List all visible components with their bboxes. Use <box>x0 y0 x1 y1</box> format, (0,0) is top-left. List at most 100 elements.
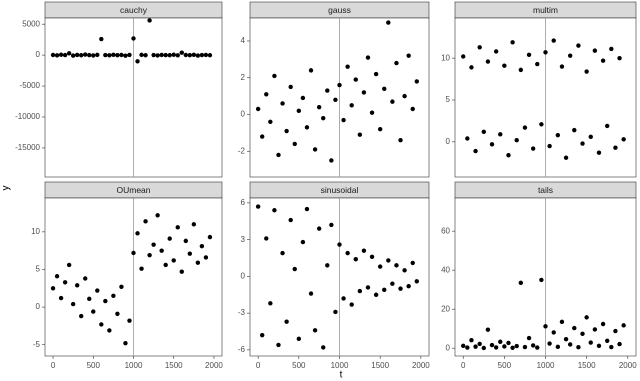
strip-title: cauchy <box>120 5 148 15</box>
point <box>83 52 88 57</box>
point <box>600 58 606 63</box>
y-tick-label: 5 <box>446 95 451 104</box>
point <box>255 204 261 209</box>
point <box>333 309 338 315</box>
point <box>609 344 614 350</box>
point <box>62 52 68 58</box>
point <box>584 315 589 320</box>
point <box>107 53 112 58</box>
point <box>493 49 499 54</box>
point <box>143 219 148 224</box>
point <box>58 295 64 301</box>
point <box>62 280 68 285</box>
strip-title: tails <box>538 185 553 195</box>
point <box>187 52 193 58</box>
point <box>66 51 72 56</box>
point <box>147 252 152 258</box>
point <box>498 339 503 344</box>
point <box>272 208 277 213</box>
point <box>115 311 120 317</box>
point <box>272 73 277 79</box>
point <box>74 283 80 288</box>
point <box>284 128 289 134</box>
y-tick-label: 0 <box>241 110 246 119</box>
point <box>377 127 383 132</box>
point <box>103 52 108 58</box>
point <box>621 323 626 328</box>
point <box>139 266 144 271</box>
point <box>203 255 209 260</box>
point <box>163 52 168 58</box>
point <box>312 328 318 333</box>
point <box>268 301 273 306</box>
point <box>572 325 577 331</box>
y-tick-label: 0 <box>241 271 246 280</box>
point <box>333 97 338 102</box>
point <box>563 337 569 342</box>
point <box>580 331 585 336</box>
point <box>99 36 104 42</box>
point <box>255 106 261 112</box>
point <box>605 338 610 343</box>
point <box>54 274 60 279</box>
point <box>264 92 269 97</box>
point <box>580 141 585 146</box>
point <box>74 52 80 58</box>
point <box>414 79 419 84</box>
point <box>349 103 354 108</box>
point <box>337 242 342 247</box>
point <box>155 53 160 58</box>
point <box>341 117 346 123</box>
point <box>187 251 193 256</box>
strip-title: OUmean <box>116 185 150 195</box>
point <box>357 288 363 294</box>
point <box>308 68 314 73</box>
point <box>147 18 152 23</box>
point <box>600 321 606 327</box>
point <box>115 52 120 58</box>
point <box>66 262 72 268</box>
point <box>268 119 273 125</box>
point <box>357 132 363 137</box>
point <box>592 48 598 53</box>
point <box>563 155 569 160</box>
point <box>555 344 561 350</box>
point <box>131 250 136 256</box>
point <box>151 52 156 58</box>
y-tick-label: 0 <box>446 343 451 352</box>
point <box>345 64 350 69</box>
y-tick-label: -2 <box>238 146 246 155</box>
point <box>292 141 297 147</box>
point <box>70 301 76 307</box>
point <box>576 345 581 350</box>
point <box>296 336 302 342</box>
point <box>559 64 565 69</box>
y-tick-label: -5 <box>33 340 41 349</box>
point <box>394 263 399 268</box>
x-tick-label: 2000 <box>619 361 637 370</box>
y-tick-label: 0 <box>446 137 451 146</box>
y-tick-label: 10 <box>31 227 40 236</box>
point <box>195 53 201 58</box>
point <box>341 296 346 301</box>
point <box>461 343 466 349</box>
point <box>369 110 375 115</box>
point <box>605 123 610 129</box>
point <box>406 53 411 58</box>
x-tick-label: 1500 <box>165 361 183 370</box>
point <box>329 158 334 163</box>
point <box>159 248 164 253</box>
x-tick-label: 0 <box>51 361 56 370</box>
point <box>111 52 116 58</box>
point <box>493 345 499 350</box>
point <box>203 52 209 58</box>
point <box>502 344 507 349</box>
point <box>159 52 164 58</box>
point <box>398 138 403 143</box>
point <box>410 260 415 266</box>
point <box>50 286 56 291</box>
point <box>551 38 556 43</box>
point <box>498 132 503 137</box>
x-tick-label: 500 <box>87 361 101 370</box>
point <box>481 345 486 351</box>
